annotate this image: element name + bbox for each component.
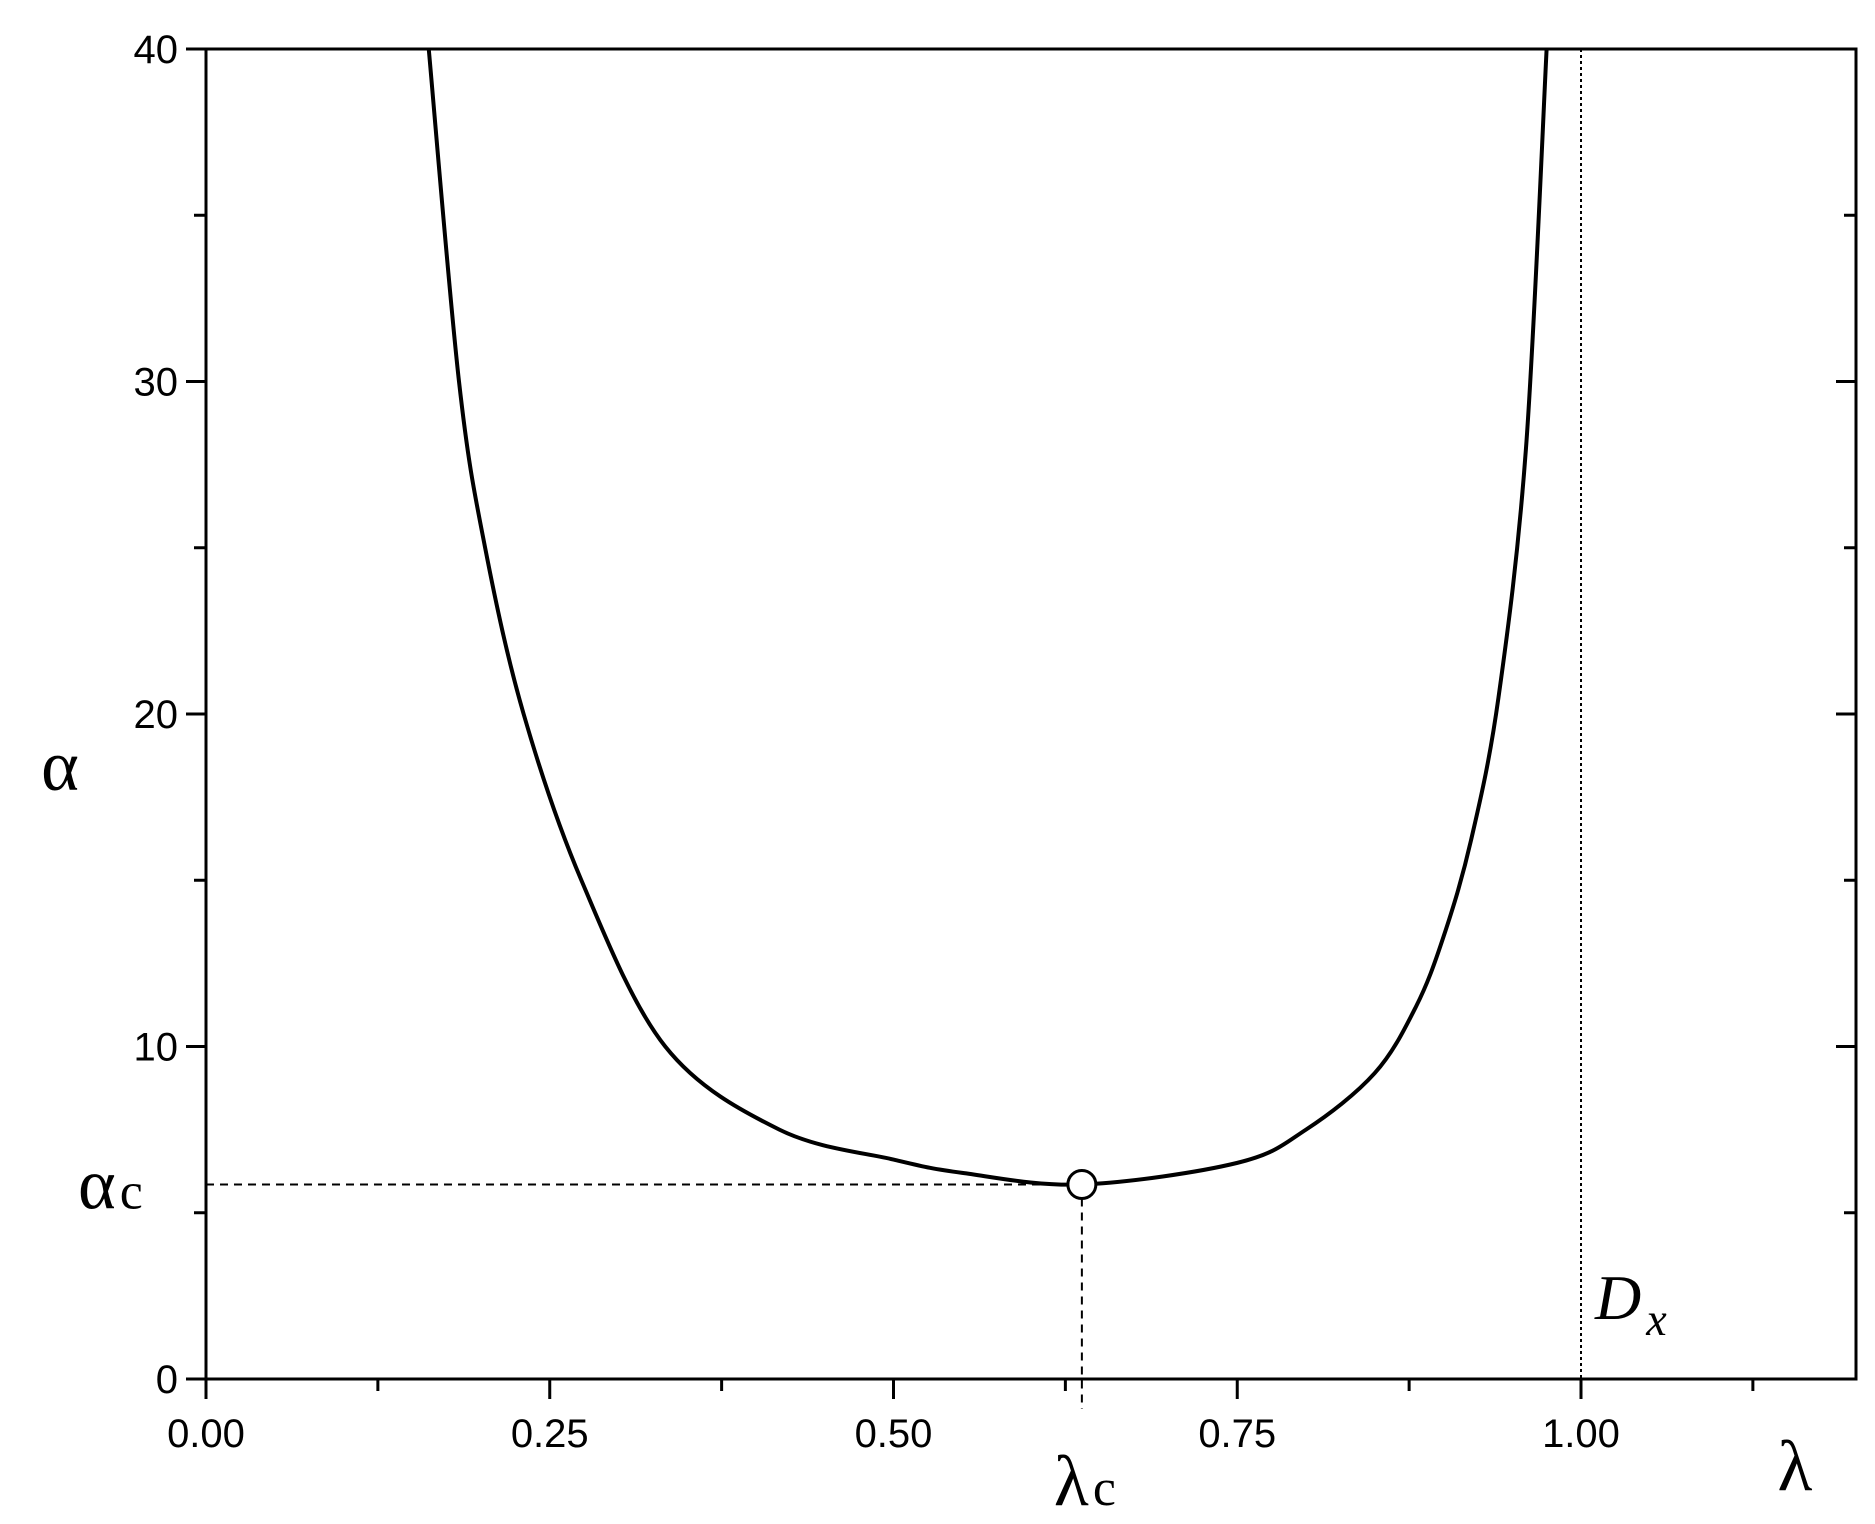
x-tick-label: 0.00 <box>167 1412 245 1456</box>
critical-point <box>1066 1168 1098 1200</box>
y-tick-label: 20 <box>134 693 179 737</box>
y-tick-label: 10 <box>134 1026 179 1070</box>
dx-label: D <box>1594 1262 1641 1333</box>
alpha-c-label-sub: c <box>120 1163 143 1220</box>
x-axis-label: λ <box>1778 1426 1813 1506</box>
x-tick-label: 0.25 <box>511 1412 589 1456</box>
lambda-c-label-sub: c <box>1093 1460 1116 1517</box>
curve <box>426 48 1549 1187</box>
alpha-c-label: α <box>78 1144 116 1224</box>
plot-frame <box>204 47 1858 1381</box>
x-tick-label: 0.50 <box>855 1412 933 1456</box>
lambda-c-label: λ <box>1054 1441 1089 1521</box>
x-tick-label: 1.00 <box>1542 1412 1620 1456</box>
y-tick-label: 40 <box>134 28 179 72</box>
y-tick-label: 30 <box>134 361 179 405</box>
y-axis-label: α <box>41 726 79 806</box>
y-tick-label: 0 <box>156 1358 178 1402</box>
x-tick-label: 0.75 <box>1198 1412 1276 1456</box>
dx-label-sub: x <box>1645 1294 1667 1345</box>
